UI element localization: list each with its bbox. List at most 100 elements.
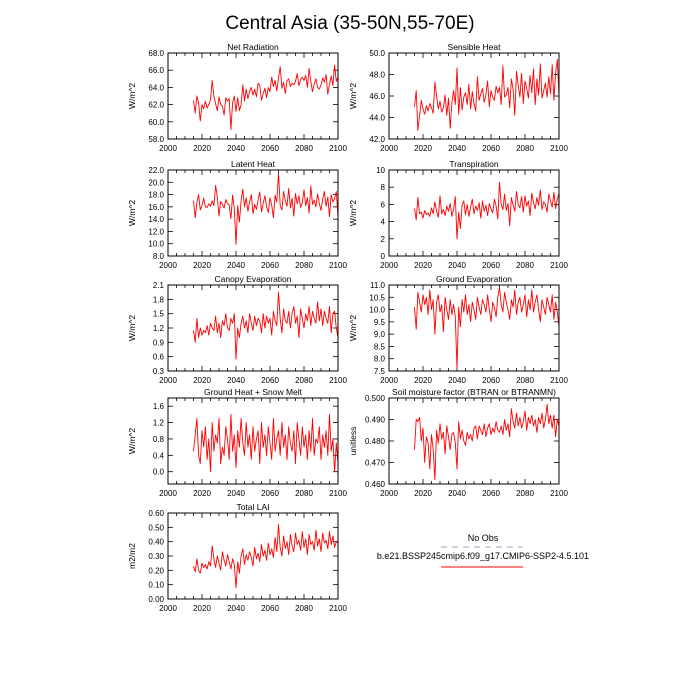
x-tick-label: 2040	[448, 261, 466, 270]
x-tick-label: 2000	[159, 376, 177, 385]
x-tick-label: 2080	[295, 144, 313, 153]
panel-2: Sensible Heat W/m^2 2000 2020 2040 2060 2080 21…	[348, 42, 568, 153]
x-tick-label: 2000	[159, 144, 177, 153]
panel-8: Soil moisture factor (BTRAN or BTRANMN) u…	[348, 387, 568, 498]
y-tick-label: 10.0	[148, 240, 164, 249]
plot-frame	[388, 397, 560, 485]
x-tick-label: 2100	[329, 376, 347, 385]
panel-3: Latent Heat W/m^2 2000 2020 2040 2060 2080 2100…	[127, 159, 347, 270]
x-tick-label: 2040	[227, 261, 245, 270]
x-tick-label: 2080	[295, 489, 313, 498]
series-line	[414, 59, 560, 131]
panel-6: Ground Evaporation W/m^2 2000 2020 2040 2060 2…	[348, 274, 568, 385]
plot-frame	[388, 52, 560, 140]
series-line	[193, 524, 339, 588]
x-tick-label: 2080	[516, 144, 534, 153]
x-tick-label: 2000	[159, 489, 177, 498]
panel-7: Ground Heat + Snow Melt W/m^2 2000 2020 2040…	[127, 387, 347, 498]
y-tick-label: 18.0	[148, 191, 164, 200]
x-tick-label: 2060	[482, 489, 500, 498]
plot-frame	[167, 52, 339, 140]
legend: No Obs b.e21.BSSP245cmip6.f09_g17.CMIP6-…	[377, 533, 589, 568]
y-tick-label: 0.40	[148, 538, 164, 547]
panel-9: Total LAI m2/m2 2000 2020 2040 2060 2080 2100 0.…	[127, 502, 347, 613]
panel-title: Sensible Heat	[448, 42, 502, 52]
x-tick-label: 2020	[414, 489, 432, 498]
y-tick-label: 0.4	[153, 451, 165, 460]
y-tick-label: 44.0	[369, 114, 385, 123]
x-tick-label: 2040	[448, 376, 466, 385]
y-tick-label: 4	[381, 218, 386, 227]
y-tick-label: 66.0	[148, 66, 164, 75]
x-tick-label: 2040	[227, 604, 245, 613]
y-tick-label: 50.0	[369, 49, 385, 58]
panel-title: Total LAI	[236, 502, 269, 512]
plot-frame	[167, 512, 339, 600]
plot-frame	[167, 169, 339, 257]
x-tick-label: 2000	[380, 376, 398, 385]
legend-model-label: b.e21.BSSP245cmip6.f09_g17.CMIP6-SSP2-4.…	[377, 551, 589, 561]
y-axis-label: W/m^2	[127, 200, 137, 226]
y-tick-label: 68.0	[148, 49, 164, 58]
plot-frame	[388, 284, 560, 372]
y-tick-label: 0.490	[365, 416, 386, 425]
x-tick-label: 2020	[414, 376, 432, 385]
y-tick-label: 1.5	[153, 310, 165, 319]
series-line	[414, 287, 560, 369]
y-axis-label: W/m^2	[348, 83, 358, 109]
y-tick-label: 11.0	[370, 281, 386, 290]
x-tick-label: 2020	[193, 144, 211, 153]
y-tick-label: 0.0	[153, 468, 165, 477]
x-tick-label: 2060	[261, 604, 279, 613]
y-tick-label: 60.0	[148, 118, 164, 127]
y-tick-label: 0.6	[153, 353, 165, 362]
y-tick-label: 20.0	[148, 178, 164, 187]
plot-frame	[388, 169, 560, 257]
x-tick-label: 2040	[227, 376, 245, 385]
y-tick-label: 0.00	[148, 595, 164, 604]
y-tick-label: 1.2	[153, 324, 165, 333]
y-tick-label: 1.8	[153, 295, 165, 304]
y-tick-label: 0.500	[365, 394, 386, 403]
panel-title: Transpiration	[449, 159, 499, 169]
y-tick-label: 0.10	[148, 581, 164, 590]
y-tick-label: 12.0	[148, 227, 164, 236]
y-tick-label: 8.0	[153, 252, 165, 261]
y-axis-label: m2/m2	[127, 543, 137, 569]
panel-title: Latent Heat	[231, 159, 276, 169]
y-axis-label: W/m^2	[348, 200, 358, 226]
panel-title: Ground Heat + Snow Melt	[204, 387, 303, 397]
y-tick-label: 0.9	[153, 338, 165, 347]
y-axis-label: W/m^2	[348, 315, 358, 341]
x-tick-label: 2100	[329, 489, 347, 498]
x-tick-label: 2100	[550, 376, 568, 385]
series-line	[414, 404, 560, 481]
x-tick-label: 2020	[414, 261, 432, 270]
y-tick-label: 9.0	[374, 330, 386, 339]
x-tick-label: 2060	[482, 376, 500, 385]
x-tick-label: 2100	[329, 144, 347, 153]
y-tick-label: 46.0	[369, 92, 385, 101]
panel-title: Net Radiation	[227, 42, 279, 52]
x-tick-label: 2000	[159, 261, 177, 270]
y-tick-label: 0.470	[365, 459, 386, 468]
y-tick-label: 0.460	[365, 480, 386, 489]
x-tick-label: 2060	[261, 144, 279, 153]
y-tick-label: 42.0	[369, 135, 385, 144]
y-tick-label: 48.0	[369, 71, 385, 80]
x-tick-label: 2060	[482, 261, 500, 270]
y-tick-label: 0.8	[153, 435, 165, 444]
x-tick-label: 2060	[261, 376, 279, 385]
series-line	[193, 172, 339, 245]
x-tick-label: 2000	[380, 261, 398, 270]
panels-layer: Net Radiation W/m^2 2000 2020 2040 2060 2080 21…	[127, 42, 568, 613]
y-tick-label: 0.50	[148, 523, 164, 532]
y-tick-label: 14.0	[148, 215, 164, 224]
x-tick-label: 2020	[193, 376, 211, 385]
series-line	[193, 291, 339, 360]
legend-obs-label: No Obs	[468, 533, 499, 543]
y-tick-label: 8.5	[374, 342, 386, 351]
x-tick-label: 2100	[550, 261, 568, 270]
